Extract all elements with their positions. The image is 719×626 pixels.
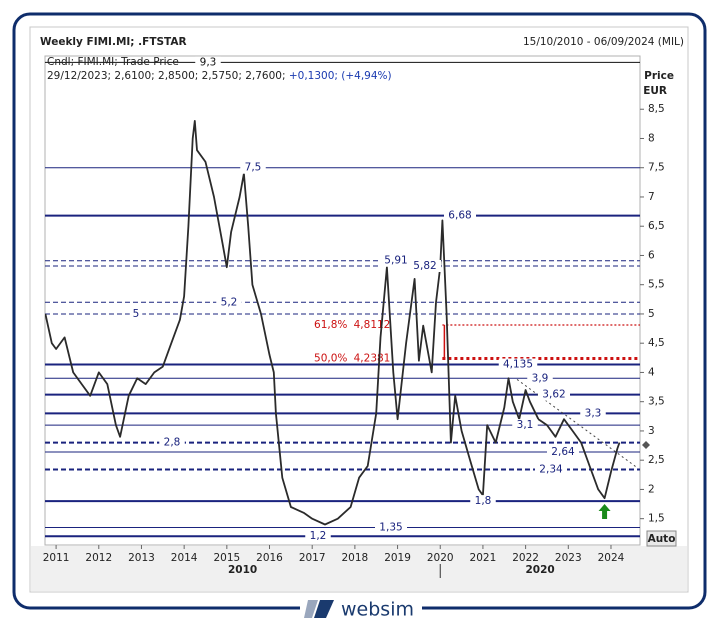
level-label-bg bbox=[470, 495, 496, 508]
level-label: 9,3 bbox=[200, 56, 217, 68]
level-label-bg bbox=[538, 388, 570, 401]
x-tick-label: 2012 bbox=[85, 552, 112, 564]
y-tick-label: 7,5 bbox=[648, 162, 665, 174]
level-label: 2,8 bbox=[164, 437, 181, 449]
level-label: 2,64 bbox=[551, 446, 575, 458]
legend-info: 29/12/2023; 2,6100; 2,8500; 2,5750; 2,76… bbox=[47, 70, 392, 82]
level-label: 5 bbox=[133, 308, 140, 320]
level-label-bg bbox=[159, 436, 185, 449]
x-tick-label: 2020 bbox=[427, 552, 454, 564]
plot-area bbox=[44, 55, 641, 546]
level-label: 4,135 bbox=[503, 359, 533, 371]
brand-icon bbox=[304, 600, 334, 618]
x-tick-label: 2013 bbox=[128, 552, 155, 564]
y-tick-label: 6 bbox=[648, 249, 655, 261]
level-label: 1,2 bbox=[310, 530, 327, 542]
y-tick-label: 3,5 bbox=[648, 396, 665, 408]
y-tick-label: 4 bbox=[648, 366, 655, 378]
y-axis-unit: EUR bbox=[643, 85, 667, 97]
y-tick-label: 7 bbox=[648, 191, 655, 203]
last-price-marker bbox=[642, 440, 650, 449]
fib-pct: 50,0% bbox=[314, 353, 347, 365]
legend-series: Cndl; FIMI.MI; Trade Price bbox=[47, 56, 179, 68]
plot-layer: 1,5 2 2,5 3 3,5 4 4,5 5 5,5 6 6,5 7 7,5 8 8,5 2011 2012 2… bbox=[43, 56, 665, 578]
level-label-bg bbox=[129, 307, 143, 320]
y-tick-label: 1,5 bbox=[648, 513, 665, 525]
signal-arrow bbox=[598, 504, 611, 519]
chart-title: Weekly FIMI.MI; .FTSTAR bbox=[40, 36, 187, 48]
level-label: 5,91 bbox=[384, 255, 407, 267]
level-label-bg bbox=[498, 358, 538, 371]
x-tick-label: 2016 bbox=[256, 552, 283, 564]
level-label: 3,9 bbox=[532, 372, 549, 384]
level-label-bg bbox=[512, 419, 538, 432]
x-tick-label: 2023 bbox=[555, 552, 582, 564]
level-label-bg bbox=[580, 407, 606, 420]
y-tick-label: 4,5 bbox=[648, 337, 665, 349]
level-label: 2,34 bbox=[539, 464, 563, 476]
x-tick-label: 2021 bbox=[470, 552, 497, 564]
level-label: 5,2 bbox=[221, 296, 238, 308]
decade-label: 2020 bbox=[526, 564, 555, 576]
y-tick-label: 5,5 bbox=[648, 279, 665, 291]
legend-change: +0,1300; (+4,94%) bbox=[289, 70, 392, 82]
auto-button[interactable] bbox=[646, 530, 677, 547]
x-tick-label: 2014 bbox=[171, 552, 198, 564]
chart-subtitle: 15/10/2010 - 06/09/2024 (MIL) bbox=[523, 36, 684, 48]
level-label: 3,62 bbox=[542, 389, 565, 401]
y-tick-label: 2,5 bbox=[648, 454, 665, 466]
x-tick-label: 2015 bbox=[213, 552, 240, 564]
brand-name: websim bbox=[341, 599, 414, 621]
level-label-bg bbox=[409, 259, 441, 272]
x-tick-label: 2017 bbox=[299, 552, 326, 564]
level-label-bg bbox=[547, 445, 579, 458]
level-label-bg bbox=[305, 530, 331, 543]
level-label-bg bbox=[527, 372, 553, 385]
level-label: 1,8 bbox=[475, 495, 492, 507]
level-label: 3,1 bbox=[517, 419, 534, 431]
level-label-bg bbox=[216, 296, 242, 309]
axis-strip bbox=[31, 546, 687, 591]
level-label: 3,3 bbox=[585, 407, 602, 419]
y-tick-label: 3 bbox=[648, 425, 655, 437]
fib-pct: 61,8% bbox=[314, 319, 347, 331]
y-tick-label: 6,5 bbox=[648, 220, 665, 232]
y-tick-label: 2 bbox=[648, 483, 655, 495]
y-axis-label: Price bbox=[644, 70, 674, 82]
level-label-bg bbox=[535, 463, 567, 476]
fib-value: 4,8112 bbox=[354, 319, 391, 331]
x-tick-label: 2018 bbox=[342, 552, 369, 564]
legend-values: 29/12/2023; 2,6100; 2,8500; 2,5750; 2,76… bbox=[47, 70, 289, 82]
x-tick-label: 2024 bbox=[598, 552, 625, 564]
level-label: 5,82 bbox=[413, 260, 436, 272]
level-label-bg bbox=[380, 254, 412, 267]
level-label: 6,68 bbox=[448, 210, 471, 222]
level-label-bg bbox=[375, 521, 407, 534]
x-tick-label: 2022 bbox=[512, 552, 539, 564]
y-tick-label: 8 bbox=[648, 132, 655, 144]
auto-button-label[interactable]: Auto bbox=[648, 533, 676, 545]
decade-label: 2010 bbox=[228, 564, 257, 576]
fib-value: 4,2381 bbox=[354, 353, 391, 365]
level-label: 7,5 bbox=[245, 162, 262, 174]
level-label-bg bbox=[444, 209, 476, 222]
x-tick-label: 2019 bbox=[384, 552, 411, 564]
y-tick-label: 8,5 bbox=[648, 103, 665, 115]
level-label-bg bbox=[195, 56, 221, 69]
level-label-bg bbox=[240, 161, 266, 174]
level-label: 1,35 bbox=[379, 521, 402, 533]
x-tick-label: 2011 bbox=[43, 552, 70, 564]
y-tick-label: 5 bbox=[648, 308, 655, 320]
